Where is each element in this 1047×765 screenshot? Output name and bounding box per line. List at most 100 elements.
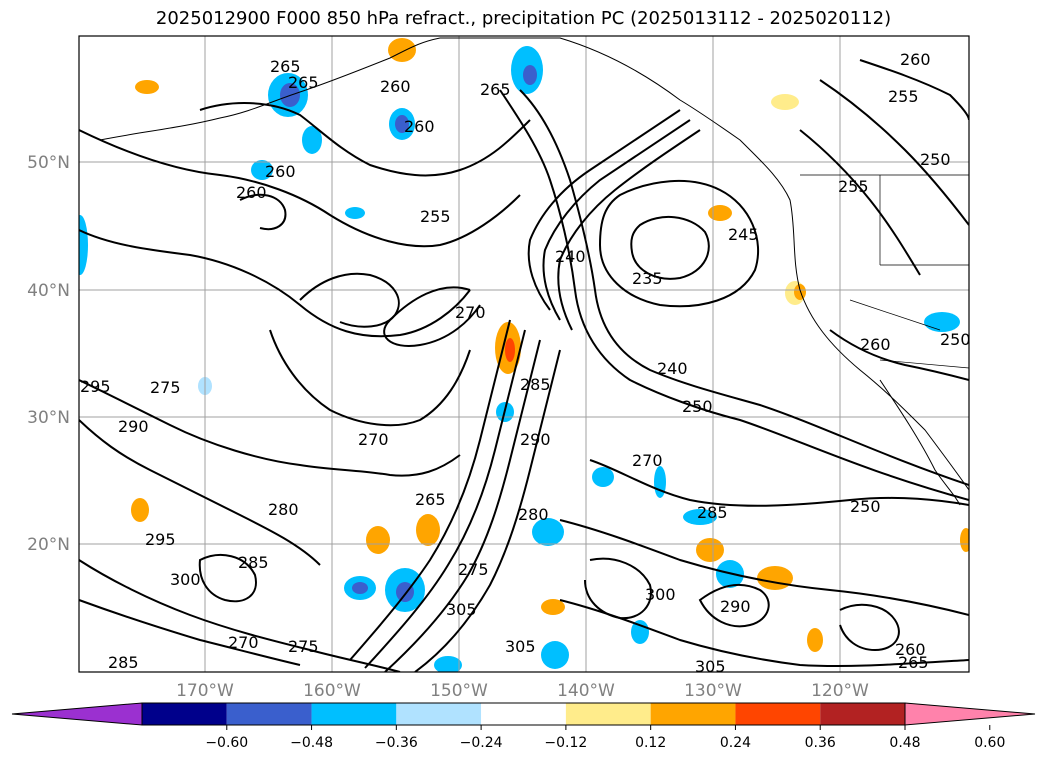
contour-line bbox=[79, 599, 301, 666]
map-panel bbox=[79, 36, 969, 672]
lon-label: 160°W bbox=[303, 681, 361, 701]
contour-label: 260 bbox=[895, 640, 926, 659]
precip-blob bbox=[592, 467, 614, 487]
contour-label: 305 bbox=[505, 637, 536, 656]
contour-label: 275 bbox=[458, 560, 489, 579]
contour-label: 270 bbox=[228, 633, 259, 652]
precip-blob bbox=[523, 65, 537, 85]
colorbar-tick-label: −0.12 bbox=[544, 735, 587, 751]
contour-label: 270 bbox=[358, 430, 389, 449]
precip-blob bbox=[683, 509, 717, 525]
contour-label: 265 bbox=[898, 653, 929, 672]
lon-label: 120°W bbox=[811, 681, 869, 701]
precip-blob bbox=[251, 160, 273, 180]
precip-blob bbox=[960, 528, 969, 552]
contour-line bbox=[527, 109, 681, 311]
contour-line bbox=[364, 329, 526, 669]
colorbar-segment bbox=[820, 703, 905, 725]
contour-line bbox=[829, 329, 969, 381]
colorbar-segment bbox=[481, 703, 566, 725]
contour-labels: 265 260 265 260 260 255 260 255 250 255 … bbox=[80, 50, 969, 676]
graticule bbox=[79, 36, 969, 672]
precip-blob bbox=[771, 94, 799, 110]
colorbar-frame bbox=[141, 702, 906, 726]
colorbar-tick-label: 0.12 bbox=[635, 735, 666, 751]
contour-label: 250 bbox=[682, 397, 713, 416]
contour-label: 240 bbox=[555, 247, 586, 266]
colorbar-segment bbox=[226, 703, 312, 725]
precip-blob bbox=[434, 656, 462, 672]
contour-label: 245 bbox=[728, 225, 759, 244]
colorbar-segment bbox=[142, 703, 227, 725]
colorbar-tick-label: −0.36 bbox=[375, 735, 418, 751]
contour-label: 250 bbox=[920, 150, 951, 169]
contour-line bbox=[557, 129, 701, 331]
precip-blob bbox=[79, 215, 88, 275]
contour-label: 290 bbox=[118, 417, 149, 436]
precip-blob bbox=[757, 566, 793, 590]
contour-label: 260 bbox=[404, 117, 435, 136]
contour-label: 290 bbox=[720, 597, 751, 616]
contour-line bbox=[383, 286, 481, 347]
contour-label: 295 bbox=[145, 530, 176, 549]
lat-label: 20°N bbox=[27, 535, 70, 555]
contour-label: 265 bbox=[480, 80, 511, 99]
contour-label: 270 bbox=[632, 451, 663, 470]
precip-blob bbox=[302, 126, 322, 154]
contour-line bbox=[519, 89, 969, 486]
precip-blob bbox=[505, 338, 515, 362]
lon-label: 150°W bbox=[430, 681, 488, 701]
contour-line bbox=[542, 119, 691, 321]
precip-blob bbox=[416, 514, 440, 546]
coastline-baja bbox=[879, 379, 961, 506]
contour-label: 285 bbox=[238, 553, 269, 572]
contour-line bbox=[819, 79, 969, 226]
lat-label: 50°N bbox=[27, 153, 70, 173]
contour-label: 265 bbox=[288, 73, 319, 92]
contour-line bbox=[589, 459, 969, 507]
precip-blob bbox=[696, 538, 724, 562]
contour-label: 240 bbox=[657, 359, 688, 378]
colorbar: −0.60 −0.48 −0.36 −0.24 −0.12 0.12 0.24 0.36 0.4… bbox=[11, 702, 1036, 751]
lat-label: 40°N bbox=[27, 281, 70, 301]
contour-line bbox=[79, 559, 401, 672]
colorbar-tick-label: −0.60 bbox=[205, 735, 248, 751]
contour-line bbox=[199, 102, 531, 177]
contour-label: 305 bbox=[695, 657, 726, 676]
contour-label: 280 bbox=[268, 500, 299, 519]
contour-label: 235 bbox=[632, 269, 663, 288]
map-title: 2025012900 F000 850 hPa refract., precip… bbox=[155, 8, 892, 29]
contour-label: 250 bbox=[850, 497, 881, 516]
contour-label: 285 bbox=[108, 653, 139, 672]
colorbar-segment bbox=[311, 703, 397, 725]
contour-line bbox=[349, 319, 511, 661]
precip-blob bbox=[388, 38, 416, 62]
colorbar-tick-label: 0.36 bbox=[805, 735, 836, 751]
contour-label: 275 bbox=[150, 378, 181, 397]
precip-blob bbox=[654, 466, 666, 498]
contour-line bbox=[414, 349, 561, 672]
precip-blob bbox=[131, 498, 149, 522]
colorbar-extend-high bbox=[904, 702, 1036, 726]
colorbar-tick-label: −0.24 bbox=[460, 735, 503, 751]
map-frame bbox=[78, 35, 970, 673]
contour-label: 255 bbox=[888, 87, 919, 106]
contour-label: 255 bbox=[838, 177, 869, 196]
contour-label: 265 bbox=[270, 57, 301, 76]
contour-line bbox=[584, 557, 652, 620]
precip-blob bbox=[807, 628, 823, 652]
precip-blob bbox=[352, 582, 368, 594]
contour-line bbox=[198, 554, 257, 603]
coastline-north-america bbox=[440, 37, 969, 491]
contour-line bbox=[79, 379, 461, 477]
precip-blob bbox=[345, 207, 365, 219]
contour-line bbox=[559, 519, 969, 616]
precip-blob bbox=[708, 205, 732, 221]
contour-label: 270 bbox=[455, 303, 486, 322]
contour-label: 260 bbox=[860, 335, 891, 354]
precip-blob bbox=[541, 641, 569, 669]
precip-blob bbox=[395, 115, 409, 133]
contour-label: 285 bbox=[520, 375, 551, 394]
contour-label: 265 bbox=[415, 490, 446, 509]
